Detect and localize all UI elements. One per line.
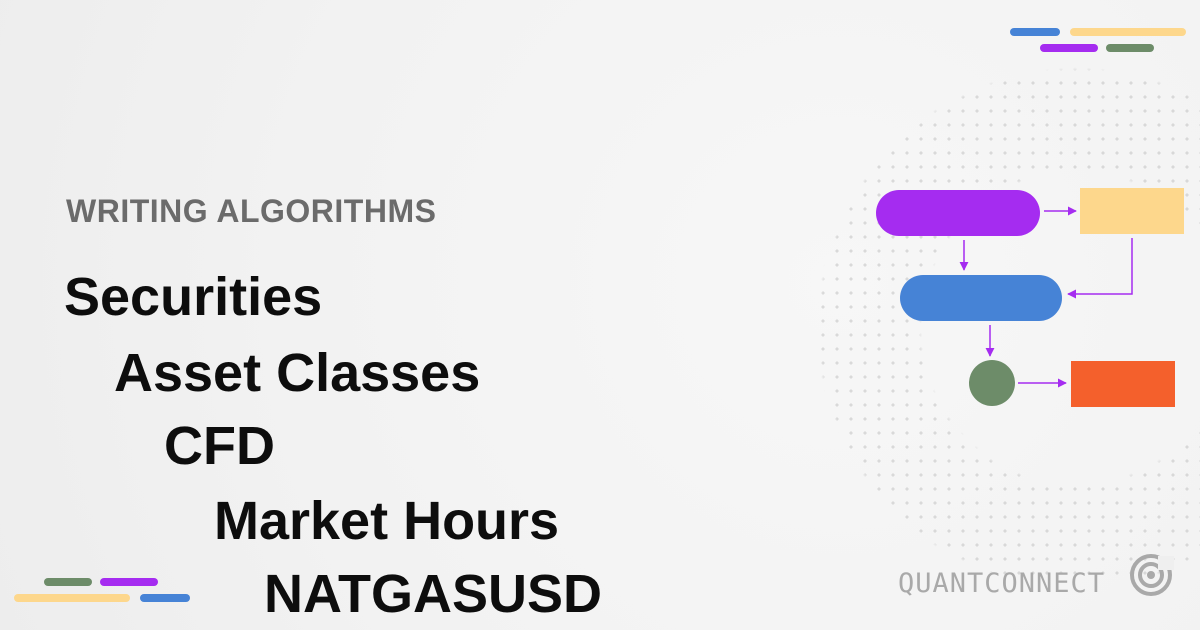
- decor-bar-green: [1106, 44, 1154, 52]
- brand-wordmark: QUANTCONNECT: [898, 568, 1106, 599]
- decor-bar-green: [44, 578, 92, 586]
- flow-node-purple: [876, 190, 1040, 236]
- breadcrumb-level-2: Asset Classes: [114, 343, 481, 403]
- decor-bar-purple: [100, 578, 158, 586]
- flow-arrow: [1067, 238, 1133, 299]
- decor-bar-yellow: [14, 594, 130, 602]
- quantconnect-logo-icon: [1130, 554, 1174, 596]
- flow-node-orange: [1071, 361, 1175, 407]
- flowchart-illustration: [876, 188, 1184, 407]
- flow-node-green: [969, 360, 1015, 406]
- breadcrumb-level-3: CFD: [164, 416, 275, 476]
- flow-node-blue: [900, 275, 1062, 321]
- category-label: WRITING ALGORITHMS: [66, 193, 437, 229]
- decor-bar-purple: [1040, 44, 1098, 52]
- breadcrumb-level-1: Securities: [64, 267, 323, 327]
- decor-bar-blue: [1010, 28, 1060, 36]
- flow-node-yellow: [1080, 188, 1184, 234]
- decor-bar-yellow: [1070, 28, 1186, 36]
- breadcrumb-level-4: Market Hours: [214, 491, 560, 551]
- breadcrumb-level-5: NATGASUSD: [264, 564, 603, 624]
- decor-bar-blue: [140, 594, 190, 602]
